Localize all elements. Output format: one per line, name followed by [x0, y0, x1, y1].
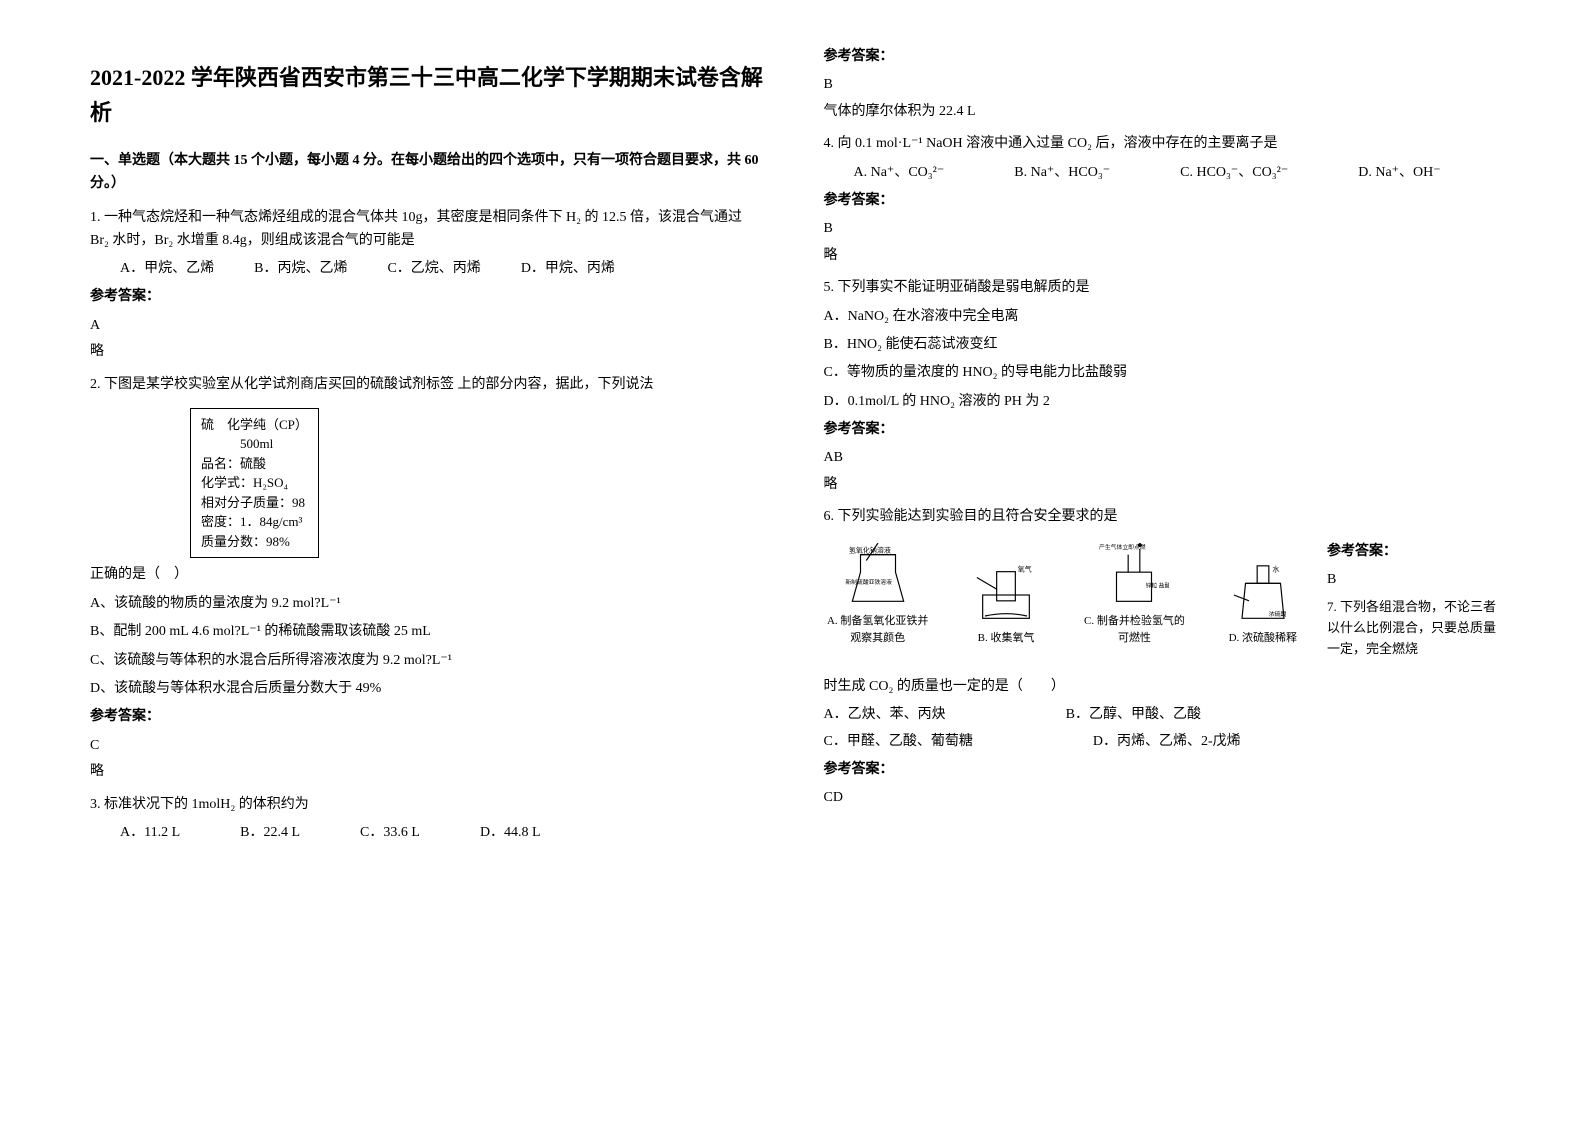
- q2-answer: C: [90, 735, 764, 757]
- q7-opt-c: C．甲醛、乙酸、葡萄糖: [824, 731, 973, 753]
- q2-opt-c: C、该硫酸与等体积的水混合后所得溶液浓度为 9.2 mol?L⁻¹: [90, 650, 764, 672]
- q6-answer-block: 参考答案： B 7. 下列各组混合物，不论三者以什么比例混合，只要总质量一定，完…: [1327, 535, 1497, 666]
- answer-label: 参考答案：: [90, 286, 764, 308]
- q3-opt-a: A．11.2 L: [120, 822, 180, 844]
- q4-opt-d: D. Na⁺、OH⁻: [1358, 162, 1440, 184]
- svg-text:锌粒 盐酸: 锌粒 盐酸: [1146, 581, 1169, 589]
- q7-text-part1: 7. 下列各组混合物，不论三者以什么比例混合，只要总质量一定，完全燃烧: [1327, 597, 1497, 659]
- q7-answer: CD: [824, 787, 1498, 809]
- answer-label: 参考答案：: [824, 190, 1498, 212]
- exp-b: 氧气 B. 收集氧气: [952, 560, 1060, 648]
- gas-collection-icon: 氧气: [971, 560, 1041, 630]
- q1-text: 1. 一种气态烷烃和一种气态烯烃组成的混合气体共 10g，其密度是相同条件下 H…: [90, 207, 764, 252]
- q1-opt-d: D．甲烷、丙烯: [521, 258, 615, 280]
- question-4: 4. 向 0.1 mol·L⁻¹ NaOH 溶液中通入过量 CO₂ 后，溶液中存…: [824, 133, 1498, 267]
- q7-opt-a: A．乙炔、苯、丙炔: [824, 704, 946, 726]
- label-line: 500ml: [201, 434, 308, 454]
- label-line: 品名：硫酸: [201, 454, 308, 474]
- q1-note: 略: [90, 341, 764, 363]
- q4-options: A. Na⁺、CO₃²⁻ B. Na⁺、HCO₃⁻ C. HCO₃⁻、CO₃²⁻…: [854, 162, 1498, 184]
- q5-note: 略: [824, 474, 1498, 496]
- exp-caption: C. 制备并检验氢气的可燃性: [1080, 613, 1188, 648]
- label-line: 密度：1．84g/cm³: [201, 512, 308, 532]
- dilution-icon: 水 浓硫酸: [1228, 560, 1298, 630]
- question-5: 5. 下列事实不能证明亚硝酸是弱电解质的是 A．NaNO₂ 在水溶液中完全电离 …: [824, 277, 1498, 496]
- q5-opt-d: D．0.1mol/L 的 HNO₂ 溶液的 PH 为 2: [824, 391, 1498, 413]
- exp-caption: A. 制备氢氧化亚铁并观察其颜色: [824, 613, 932, 648]
- q1-opt-b: B．丙烷、乙烯: [254, 258, 347, 280]
- label-line: 硫 化学纯（CP）: [201, 415, 308, 435]
- svg-text:产生气体立即点燃: 产生气体立即点燃: [1099, 543, 1146, 551]
- q5-opt-a: A．NaNO₂ 在水溶液中完全电离: [824, 306, 1498, 328]
- exp-a: 氢氧化钠溶液 新制硫酸亚铁溶液 A. 制备氢氧化亚铁并观察其颜色: [824, 543, 932, 648]
- q4-answer: B: [824, 218, 1498, 240]
- exp-d: 水 浓硫酸 D. 浓硫酸稀释: [1209, 560, 1317, 648]
- svg-text:氧气: 氧气: [1018, 565, 1032, 574]
- label-line: 相对分子质量：98: [201, 493, 308, 513]
- svg-text:氢氧化钠溶液: 氢氧化钠溶液: [849, 545, 891, 554]
- q4-note: 略: [824, 245, 1498, 267]
- q1-answer: A: [90, 315, 764, 337]
- label-line: 化学式：H₂SO₄: [201, 473, 308, 493]
- exp-caption: B. 收集氧气: [978, 630, 1035, 648]
- q7-options-row1: A．乙炔、苯、丙炔 B．乙醇、甲酸、乙酸: [824, 704, 1498, 726]
- q4-opt-a: A. Na⁺、CO₃²⁻: [854, 162, 945, 184]
- q7-text-part2: 时生成 CO₂ 的质量也一定的是（ ）: [824, 676, 1498, 698]
- q3-answer: B: [824, 74, 1498, 96]
- q1-options: A．甲烷、乙烯 B．丙烷、乙烯 C．乙烷、丙烯 D．甲烷、丙烯: [120, 258, 764, 280]
- answer-label: 参考答案：: [824, 419, 1498, 441]
- exp-c: 产生气体立即点燃 锌粒 盐酸 C. 制备并检验氢气的可燃性: [1080, 543, 1188, 648]
- label-line: 质量分数：98%: [201, 532, 308, 552]
- q1-opt-a: A．甲烷、乙烯: [120, 258, 214, 280]
- q2-opt-a: A、该硫酸的物质的量浓度为 9.2 mol?L⁻¹: [90, 593, 764, 615]
- q3-opt-b: B．22.4 L: [240, 822, 300, 844]
- q2-opt-b: B、配制 200 mL 4.6 mol?L⁻¹ 的稀硫酸需取该硫酸 25 mL: [90, 621, 764, 643]
- q4-text: 4. 向 0.1 mol·L⁻¹ NaOH 溶液中通入过量 CO₂ 后，溶液中存…: [824, 133, 1498, 155]
- exp-caption: D. 浓硫酸稀释: [1229, 630, 1297, 648]
- q3-options: A．11.2 L B．22.4 L C．33.6 L D．44.8 L: [120, 822, 764, 844]
- q3-opt-c: C．33.6 L: [360, 822, 420, 844]
- section-header: 一、单选题（本大题共 15 个小题，每小题 4 分。在每小题给出的四个选项中，只…: [90, 150, 764, 195]
- answer-label: 参考答案：: [1327, 541, 1497, 563]
- hydrogen-test-icon: 产生气体立即点燃 锌粒 盐酸: [1099, 543, 1169, 613]
- question-3: 3. 标准状况下的 1molH₂ 的体积约为 A．11.2 L B．22.4 L…: [90, 794, 764, 845]
- q4-opt-b: B. Na⁺、HCO₃⁻: [1014, 162, 1110, 184]
- answer-label: 参考答案：: [824, 46, 1498, 68]
- answer-label: 参考答案：: [90, 706, 764, 728]
- q6-answer: B: [1327, 569, 1497, 591]
- q5-text: 5. 下列事实不能证明亚硝酸是弱电解质的是: [824, 277, 1498, 299]
- q2-tail: 正确的是（ ）: [90, 564, 764, 586]
- q5-opt-b: B．HNO₂ 能使石蕊试液变红: [824, 334, 1498, 356]
- q7-opt-d: D．丙烯、乙烯、2-戊烯: [1093, 731, 1241, 753]
- q7-options-row2: C．甲醛、乙酸、葡萄糖 D．丙烯、乙烯、2-戊烯: [824, 731, 1498, 753]
- q6-experiment-figures: 氢氧化钠溶液 新制硫酸亚铁溶液 A. 制备氢氧化亚铁并观察其颜色 氧气: [824, 543, 1318, 648]
- svg-text:新制硫酸亚铁溶液: 新制硫酸亚铁溶液: [845, 577, 892, 585]
- q1-opt-c: C．乙烷、丙烯: [387, 258, 480, 280]
- q3-opt-d: D．44.8 L: [480, 822, 541, 844]
- q6-text: 6. 下列实验能达到实验目的且符合安全要求的是: [824, 506, 1498, 528]
- q5-opt-c: C．等物质的量浓度的 HNO₂ 的导电能力比盐酸弱: [824, 362, 1498, 384]
- q5-answer: AB: [824, 447, 1498, 469]
- svg-text:水: 水: [1272, 565, 1279, 574]
- q2-opt-d: D、该硫酸与等体积水混合后质量分数大于 49%: [90, 678, 764, 700]
- question-1: 1. 一种气态烷烃和一种气态烯烃组成的混合气体共 10g，其密度是相同条件下 H…: [90, 207, 764, 363]
- question-6: 6. 下列实验能达到实验目的且符合安全要求的是 参考答案： B 7. 下列各组混…: [824, 506, 1498, 666]
- q7-opt-b: B．乙醇、甲酸、乙酸: [1066, 704, 1201, 726]
- question-2: 2. 下图是某学校实验室从化学试剂商店买回的硫酸试剂标签 上的部分内容，据此，下…: [90, 374, 764, 784]
- q4-opt-c: C. HCO₃⁻、CO₃²⁻: [1180, 162, 1288, 184]
- q3-text: 3. 标准状况下的 1molH₂ 的体积约为: [90, 794, 764, 816]
- svg-text:浓硫酸: 浓硫酸: [1269, 610, 1287, 618]
- page-title: 2021-2022 学年陕西省西安市第三十三中高二化学下学期期末试卷含解析: [90, 60, 764, 130]
- question-7: 时生成 CO₂ 的质量也一定的是（ ） A．乙炔、苯、丙炔 B．乙醇、甲酸、乙酸…: [824, 676, 1498, 810]
- q2-text: 2. 下图是某学校实验室从化学试剂商店买回的硫酸试剂标签 上的部分内容，据此，下…: [90, 374, 764, 396]
- q3-note: 气体的摩尔体积为 22.4 L: [824, 101, 1498, 123]
- reagent-label-box: 硫 化学纯（CP） 500ml 品名：硫酸 化学式：H₂SO₄ 相对分子质量：9…: [190, 408, 319, 559]
- answer-label: 参考答案：: [824, 759, 1498, 781]
- q2-note: 略: [90, 761, 764, 783]
- flask-icon: 氢氧化钠溶液 新制硫酸亚铁溶液: [843, 543, 913, 613]
